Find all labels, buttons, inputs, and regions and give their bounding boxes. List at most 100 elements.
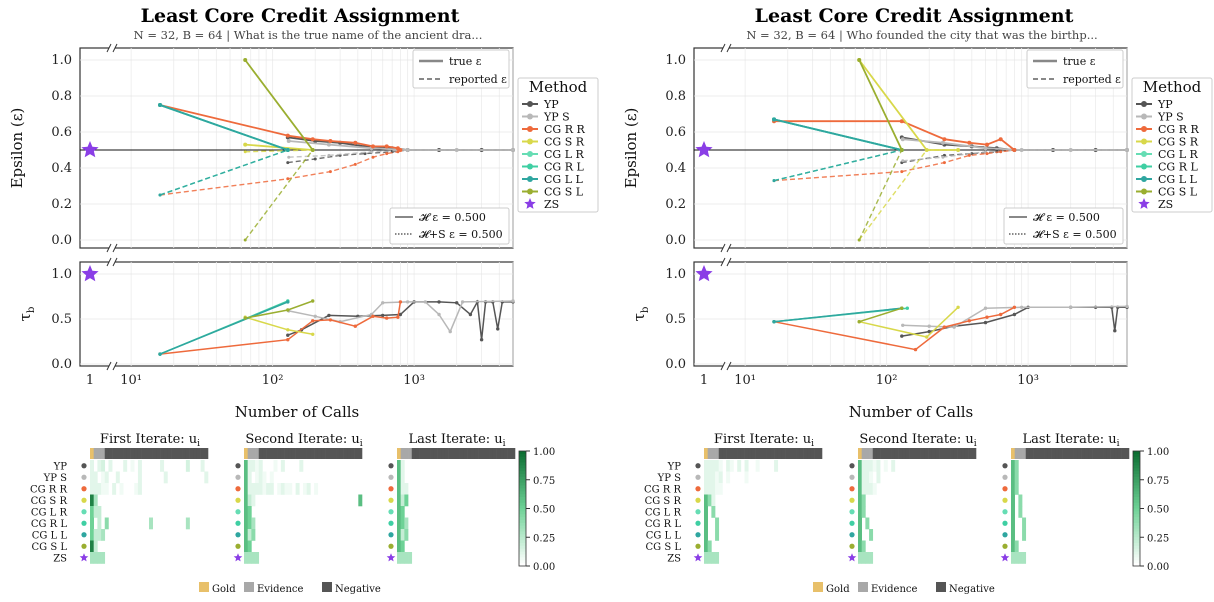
context-bar-cell: [90, 448, 94, 459]
true-point-cg-r-r: [370, 144, 375, 149]
heatmap-cell: [858, 494, 862, 507]
colorbar-segment: [1133, 514, 1140, 518]
heatmap-cell: [704, 460, 708, 472]
heatmap-cell: [872, 460, 877, 472]
legend-method-label: CG R L: [1158, 161, 1198, 174]
reported-point-yp: [970, 152, 974, 156]
context-bar-cell: [507, 448, 512, 459]
epsilon-tick-label: 0.6: [51, 125, 72, 140]
context-bar-cell: [766, 448, 771, 459]
context-bar-cell: [1110, 448, 1115, 459]
context-bar-cell: [262, 448, 267, 459]
axis-break-gap: [109, 246, 115, 250]
context-bar-cell: [463, 448, 468, 459]
legend-h-label: 𝓗 ε = 0.500: [1033, 211, 1100, 224]
heatmap-row-dot: [1002, 497, 1008, 503]
reported-point-cg-s-l: [857, 238, 861, 242]
heatmap-cell: [247, 529, 252, 541]
tau-point-yp-s: [952, 325, 956, 329]
zs-star-epsilon: [81, 141, 99, 158]
context-bar-cell: [1036, 448, 1041, 459]
tau-point-yp-s: [983, 306, 988, 310]
heatmap-cell: [883, 460, 888, 472]
reported-point-cg-s-l: [243, 238, 247, 242]
context-bar-cell: [785, 448, 790, 459]
true-point-cg-r-r: [353, 140, 358, 145]
heatmap-cell: [101, 460, 106, 472]
true-line-cg-s-l: [244, 59, 314, 151]
context-bar-cell: [266, 448, 271, 459]
colorbar-segment: [519, 548, 526, 553]
legend-swatch-dot: [527, 151, 533, 157]
tau-line-cg-r-r: [773, 306, 1015, 351]
context-bar-cell: [126, 448, 131, 459]
context-bar-cell: [433, 448, 438, 459]
axis-break-mark: [112, 257, 118, 267]
context-bar-cell: [748, 448, 753, 459]
context-bar-cell: [397, 448, 401, 459]
heatmap-cell: [160, 460, 165, 472]
tau-tick-label: 1.0: [51, 267, 72, 282]
heatmap-cell: [404, 494, 409, 507]
colorbar: 1.00 0.75 0.50 0.25 0.00: [518, 447, 555, 573]
context-bar-cell: [119, 448, 124, 459]
heatmap-cell: [861, 483, 866, 495]
context-bar-cell: [273, 448, 278, 459]
heatmap-cell: [358, 494, 363, 507]
heatmap-cell: [255, 483, 260, 495]
heatmap-row-dot: [81, 543, 87, 549]
heatmap-cell: [104, 517, 109, 530]
reported-point-cg-r-r: [985, 152, 989, 156]
context-bar-cell: [939, 448, 944, 459]
context-bar-cell: [174, 448, 179, 459]
heatmap-row-dot: [388, 463, 394, 469]
axis-break-gap: [723, 246, 729, 250]
context-bar-cell: [160, 448, 165, 459]
colorbar-tick-label: 0.00: [533, 562, 555, 573]
context-bar-cell: [258, 448, 263, 459]
context-bar-cell: [1073, 448, 1078, 459]
context-bar-cell: [872, 448, 877, 459]
context-bar-cell: [134, 448, 139, 459]
colorbar-segment: [519, 520, 526, 524]
heatmap-cell: [1018, 494, 1023, 507]
context-bar-cell: [101, 448, 106, 459]
reported-point-cg-r-r: [967, 153, 971, 157]
context-bar-cell: [193, 448, 198, 459]
heatmap-cell: [90, 540, 94, 553]
context-legend-label: Evidence: [871, 584, 918, 595]
context-bar-cell: [251, 448, 256, 459]
x-axis-label: Number of Calls: [235, 403, 360, 421]
tau-point-yp-s: [437, 312, 441, 317]
colorbar-segment: [1133, 554, 1140, 558]
heatmap-row-star: [79, 553, 89, 562]
colorbar-segment: [519, 551, 526, 555]
heatmap-cell: [97, 529, 102, 541]
legend-swatch-dot: [1141, 126, 1147, 132]
colorbar-segment: [1133, 505, 1140, 509]
reported-point-cg-r-r: [353, 162, 357, 166]
heatmap-row-label: CG R R: [644, 484, 682, 495]
context-bar-cell: [321, 448, 326, 459]
heatmap-cell: [397, 494, 401, 507]
colorbar-segment: [519, 451, 526, 455]
true-point-cg-r-r: [967, 140, 972, 145]
heatmap-row-dot: [849, 509, 855, 515]
heatmap-row-dot: [235, 486, 241, 492]
heatmap-cell: [251, 483, 256, 495]
context-bar-cell: [441, 448, 446, 459]
heatmap-cell: [865, 460, 870, 472]
heatmap-cell: [707, 552, 712, 564]
tau-point-cg-s-r: [311, 332, 315, 336]
heatmap-cell: [861, 540, 866, 553]
context-legend-swatch: [813, 582, 823, 592]
context-bar-cell: [935, 448, 940, 459]
heatmap-cell: [280, 460, 285, 472]
axis-break-mark: [106, 257, 112, 267]
context-bar-cell: [343, 448, 348, 459]
colorbar-segment: [1133, 497, 1140, 501]
context-bar-cell: [178, 448, 183, 459]
colorbar-segment: [1133, 479, 1140, 484]
colorbar-segment: [1133, 522, 1140, 527]
